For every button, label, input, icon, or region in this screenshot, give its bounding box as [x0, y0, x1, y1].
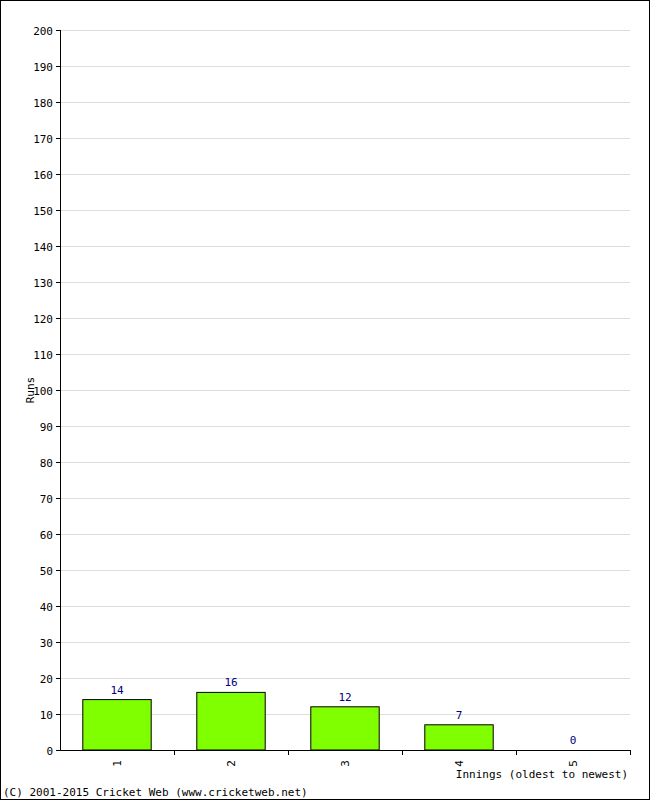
y-tick-label: 70 [40, 493, 53, 506]
y-tick [56, 570, 60, 571]
y-tick [56, 282, 60, 283]
grid-line [60, 66, 630, 67]
grid-line [60, 138, 630, 139]
y-tick-label: 180 [33, 97, 53, 110]
y-tick-label: 200 [33, 25, 53, 38]
bar [197, 692, 265, 750]
data-labels: 14 16 12 7 0 [110, 676, 576, 747]
grid-line [60, 426, 630, 427]
bar [83, 700, 151, 750]
y-tick-label: 40 [40, 601, 53, 614]
data-label: 16 [224, 676, 237, 689]
y-tick [56, 714, 60, 715]
grid-line [60, 678, 630, 679]
x-tick-label: 4 [453, 760, 466, 767]
y-axis [60, 30, 61, 750]
y-tick-label: 20 [40, 673, 53, 686]
data-label: 14 [110, 684, 124, 697]
data-label: 7 [456, 709, 463, 722]
x-tick-label: 1 [111, 760, 124, 767]
y-tick-label: 10 [40, 709, 53, 722]
grid-line [60, 606, 630, 607]
y-tick [56, 750, 60, 751]
x-tick [402, 750, 403, 755]
y-tick-label: 140 [33, 241, 53, 254]
y-tick [56, 390, 60, 391]
y-tick-label: 60 [40, 529, 53, 542]
grid-line [60, 498, 630, 499]
y-tick [56, 210, 60, 211]
y-tick [56, 102, 60, 103]
y-tick [56, 534, 60, 535]
x-axis-title: Innings (oldest to newest) [456, 768, 628, 781]
y-tick [56, 174, 60, 175]
x-tick [516, 750, 517, 755]
grid-line [60, 318, 630, 319]
y-tick-label: 150 [33, 205, 53, 218]
y-tick-label: 110 [33, 349, 53, 362]
chart-container: 0102030405060708090100110120130140150160… [0, 0, 650, 800]
y-tick [56, 642, 60, 643]
y-tick-label: 170 [33, 133, 53, 146]
grid-line [60, 30, 630, 31]
grid-line [60, 462, 630, 463]
y-tick-label: 160 [33, 169, 53, 182]
x-axis [60, 750, 630, 751]
y-tick-label: 80 [40, 457, 53, 470]
grid-line [60, 282, 630, 283]
bar [311, 707, 379, 750]
y-tick-label: 190 [33, 61, 53, 74]
grid-line [60, 750, 630, 751]
bar [539, 750, 607, 751]
y-tick [56, 66, 60, 67]
data-label: 0 [570, 734, 577, 747]
grid-line [60, 102, 630, 103]
y-tick-label: 30 [40, 637, 53, 650]
chart-svg: 0102030405060708090100110120130140150160… [0, 0, 650, 800]
y-tick [56, 354, 60, 355]
grid [60, 31, 630, 751]
bars [83, 692, 493, 750]
y-tick [56, 462, 60, 463]
y-tick [56, 606, 60, 607]
x-tick-label: 3 [339, 760, 352, 767]
data-label: 12 [338, 691, 351, 704]
y-tick [56, 246, 60, 247]
y-tick [56, 426, 60, 427]
y-tick [56, 30, 60, 31]
y-tick-label: 0 [46, 745, 53, 758]
grid-line [60, 534, 630, 535]
axes: 0102030405060708090100110120130140150160… [33, 25, 630, 767]
y-tick-label: 120 [33, 313, 53, 326]
y-tick-label: 90 [40, 421, 53, 434]
grid-line [60, 174, 630, 175]
grid-line [60, 354, 630, 355]
grid-line [60, 570, 630, 571]
y-tick [56, 498, 60, 499]
x-tick-label: 2 [225, 760, 238, 767]
x-tick-label: 5 [567, 760, 580, 767]
y-axis-title: Runs [24, 377, 37, 404]
y-tick [56, 318, 60, 319]
copyright: (C) 2001-2015 Cricket Web (www.cricketwe… [3, 786, 308, 799]
grid-line [60, 390, 630, 391]
x-tick [174, 750, 175, 755]
x-tick [288, 750, 289, 755]
frame [1, 1, 650, 800]
y-tick-label: 130 [33, 277, 53, 290]
y-tick [56, 138, 60, 139]
x-tick [630, 750, 631, 755]
grid-line [60, 642, 630, 643]
bar [425, 725, 493, 750]
grid-line [60, 246, 630, 247]
grid-line [60, 210, 630, 211]
y-tick [56, 678, 60, 679]
y-tick-label: 50 [40, 565, 53, 578]
